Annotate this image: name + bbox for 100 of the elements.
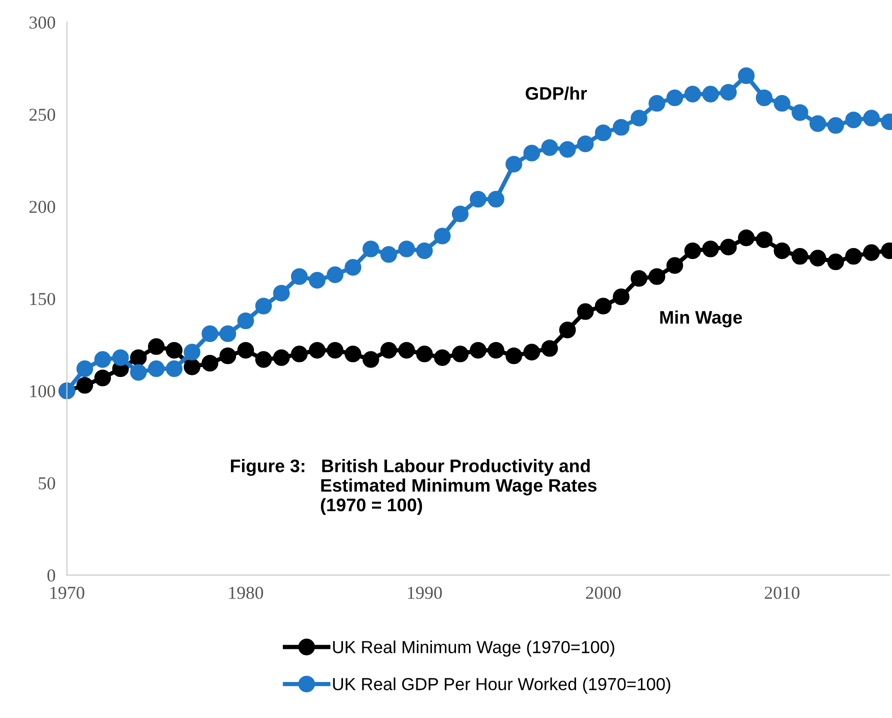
point <box>202 325 218 342</box>
x-tick-label: 2000 <box>586 586 621 599</box>
point <box>523 344 540 360</box>
point <box>219 325 236 342</box>
point <box>720 238 737 256</box>
point <box>594 124 612 142</box>
point <box>344 259 362 276</box>
point <box>738 230 755 246</box>
point <box>863 110 880 126</box>
point <box>362 351 380 368</box>
point <box>845 112 862 128</box>
point <box>184 358 200 376</box>
legend-label: UK Real GDP Per Hour Worked (1970=100) <box>333 678 670 694</box>
point <box>577 136 594 152</box>
point <box>559 141 576 158</box>
x-tick-label: 2010 <box>764 586 800 599</box>
point <box>398 342 415 359</box>
point <box>702 86 719 102</box>
point <box>255 298 272 314</box>
point <box>326 342 344 359</box>
point <box>541 340 558 357</box>
point <box>827 117 844 134</box>
point <box>827 253 844 270</box>
legend-label: UK Real Minimum Wage (1970=100) <box>333 640 614 657</box>
point <box>792 248 808 265</box>
point <box>166 360 183 378</box>
point <box>845 248 862 265</box>
point <box>612 288 630 306</box>
point <box>237 312 254 330</box>
point <box>219 347 236 364</box>
point <box>94 370 111 386</box>
y-tick-label: 200 <box>30 200 56 213</box>
y-tick-label: 250 <box>30 108 56 121</box>
y-tick-label: 300 <box>30 16 56 29</box>
point <box>559 322 576 338</box>
point <box>166 342 183 359</box>
point <box>148 360 165 378</box>
point <box>184 344 200 360</box>
point <box>255 351 272 368</box>
point <box>594 298 612 314</box>
point <box>290 268 308 285</box>
point <box>648 268 666 285</box>
x-tick-label: 1990 <box>408 586 442 599</box>
x-tick-label: 1970 <box>50 586 84 599</box>
point <box>148 338 165 355</box>
point <box>684 242 701 260</box>
y-tick-label: 150 <box>30 292 56 306</box>
point <box>416 346 433 362</box>
point <box>756 89 773 106</box>
point <box>452 346 469 362</box>
point <box>202 354 218 372</box>
point <box>470 342 486 359</box>
point <box>523 144 540 162</box>
point <box>290 346 308 362</box>
point <box>666 257 684 274</box>
point <box>684 86 701 102</box>
point <box>362 240 380 258</box>
point <box>326 266 344 284</box>
point <box>308 272 326 289</box>
point <box>76 376 94 394</box>
point <box>112 349 129 366</box>
point <box>488 342 504 359</box>
point <box>702 240 719 258</box>
point <box>76 360 94 378</box>
point <box>380 246 398 263</box>
point <box>452 206 469 222</box>
x-tick-label: 1980 <box>229 586 264 599</box>
point <box>470 190 486 208</box>
point <box>308 342 326 359</box>
point <box>541 139 558 156</box>
point <box>809 250 826 266</box>
point <box>720 84 737 101</box>
y-tick-label: 50 <box>38 477 56 490</box>
point <box>774 95 790 112</box>
point <box>416 242 433 260</box>
point <box>488 190 504 208</box>
point <box>506 347 522 364</box>
point <box>666 89 684 106</box>
point <box>577 303 594 320</box>
point <box>344 346 362 362</box>
point <box>630 110 648 126</box>
point <box>506 156 522 172</box>
point <box>398 240 415 258</box>
point <box>130 349 147 366</box>
point <box>738 67 755 84</box>
point <box>756 231 773 248</box>
y-tick-label: 0 <box>47 569 56 582</box>
point <box>273 284 290 302</box>
point <box>792 104 808 121</box>
annotation: GDP/hr <box>526 86 587 100</box>
point <box>94 351 111 368</box>
point <box>434 349 451 366</box>
point <box>130 364 147 381</box>
point <box>612 118 630 136</box>
annotation: Min Wage <box>660 310 742 328</box>
point <box>380 342 398 359</box>
point <box>630 270 648 287</box>
point <box>434 228 451 244</box>
point <box>863 244 880 261</box>
point <box>237 342 254 359</box>
